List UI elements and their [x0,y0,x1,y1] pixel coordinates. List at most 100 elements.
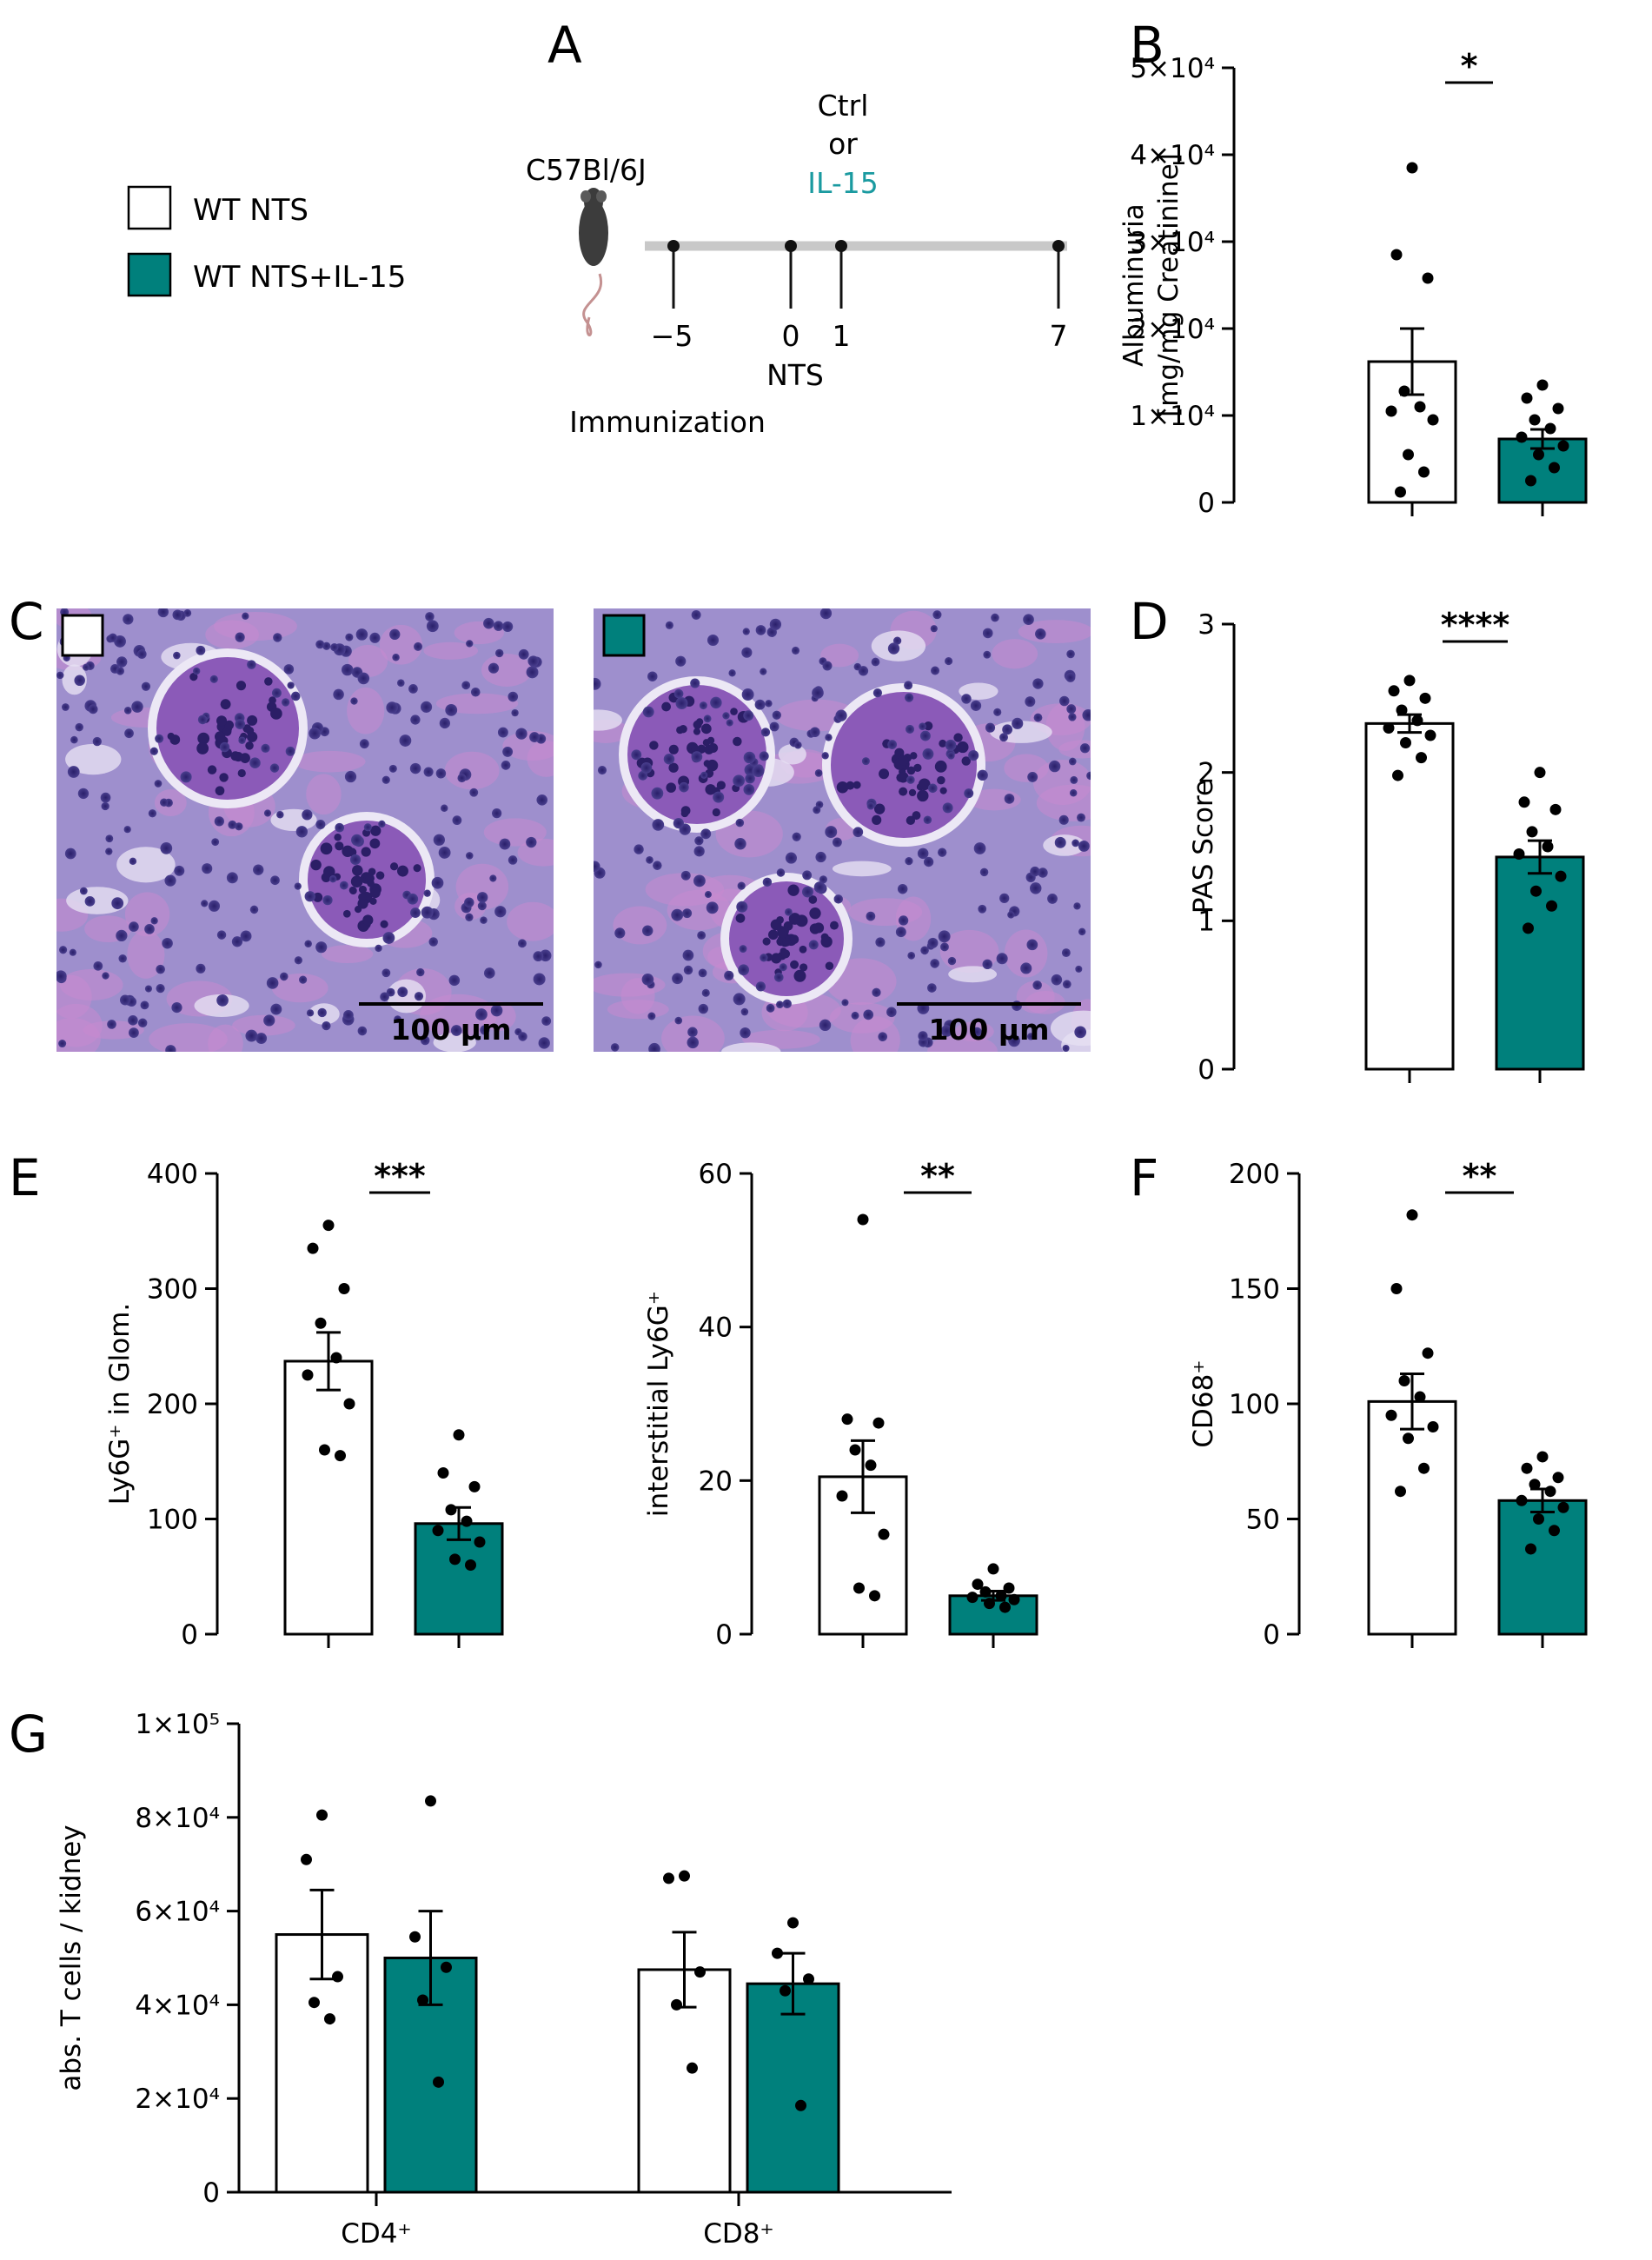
nucleus [116,667,124,675]
nucleus [352,865,363,876]
nucleus [1035,628,1046,640]
data-point [1390,1283,1403,1294]
data-point [853,1582,865,1594]
nucleus [299,975,308,984]
nucleus [825,961,834,970]
y-tick-label: 4×10⁴ [135,1990,220,2021]
lumen [65,743,122,775]
nucleus [653,861,662,870]
nucleus [202,863,213,874]
nucleus [350,697,358,705]
nucleus [649,741,659,750]
nucleus [483,967,495,979]
tubule [83,1020,144,1040]
nucleus [369,897,377,905]
nucleus [283,664,295,675]
nucleus [263,1014,275,1027]
nucleus [712,808,720,817]
nucleus [930,959,939,968]
nucleus [247,660,256,669]
nucleus [355,628,368,641]
data-point [319,1444,330,1456]
nucleus [219,773,229,782]
nucleus [470,687,481,697]
nucleus [1047,893,1058,904]
nucleus [940,1025,953,1037]
nucleus [128,1015,138,1026]
nucleus [785,852,797,864]
legend-label-ctrl: WT NTS [193,193,309,228]
nucleus [330,643,339,652]
nucleus [511,708,519,717]
nucleus [515,728,527,740]
nucleus [129,1027,139,1038]
nucleus [83,663,90,671]
nucleus [245,741,254,750]
y-tick-label: 200 [1229,1159,1280,1190]
nucleus [389,862,399,871]
data-point [302,1369,314,1381]
data-point [979,1585,992,1598]
nucleus [249,757,261,768]
nucleus [1027,771,1038,782]
data-point [1546,900,1557,912]
nucleus [174,865,185,876]
nucleus [947,752,955,760]
tubule [205,620,259,649]
nucleus [938,930,951,943]
nucleus [339,881,348,890]
tubule [517,838,554,867]
nucleus [767,929,779,941]
group-swatch-il15 [602,614,646,657]
y-tick-label: 0 [715,1619,733,1651]
nucleus [294,956,302,965]
nucleus [216,994,229,1007]
nucleus [735,914,746,923]
nucleus [982,628,993,639]
nucleus [420,701,433,713]
nucleus [249,905,259,914]
nucleus [129,857,137,866]
group-swatch-ctrl [61,614,104,657]
data-point [1552,402,1564,415]
y-tick-label: 0 [1198,488,1215,519]
y-tick-label: 4×10⁴ [1130,140,1215,171]
data-point [453,1429,465,1441]
nucleus [646,855,654,864]
nucleus [294,882,302,890]
nucleus [930,625,938,633]
nucleus [1023,614,1034,626]
nucleus [808,895,818,904]
nucleus [197,715,208,725]
nucleus [1078,927,1086,936]
nucleus [801,886,813,898]
nucleus [674,1016,683,1025]
scale-bar-label: 100 µm [928,1013,1049,1047]
data-point [1414,1391,1426,1403]
nucleus [162,937,173,949]
nucleus [745,773,755,784]
nucleus [947,956,957,966]
data-point [1529,1479,1541,1491]
nucleus [651,787,664,800]
nucleus [1033,713,1043,722]
nucleus [375,871,385,880]
nucleus [343,1009,354,1020]
nucleus [192,667,201,675]
nucleus [236,681,247,691]
nucleus [917,789,929,802]
nucleus [762,877,773,887]
nucleus [231,936,243,947]
data-point [663,1872,674,1884]
nucleus [978,904,987,914]
nucleus [1004,794,1015,804]
nucleus [942,802,953,814]
data-point [441,1961,452,1973]
data-point [1403,1432,1414,1445]
data-point [679,1870,690,1882]
nucleus [985,722,996,733]
nucleus [518,1032,527,1041]
nucleus [964,788,974,799]
nucleus [820,935,833,948]
nucleus [526,836,537,848]
